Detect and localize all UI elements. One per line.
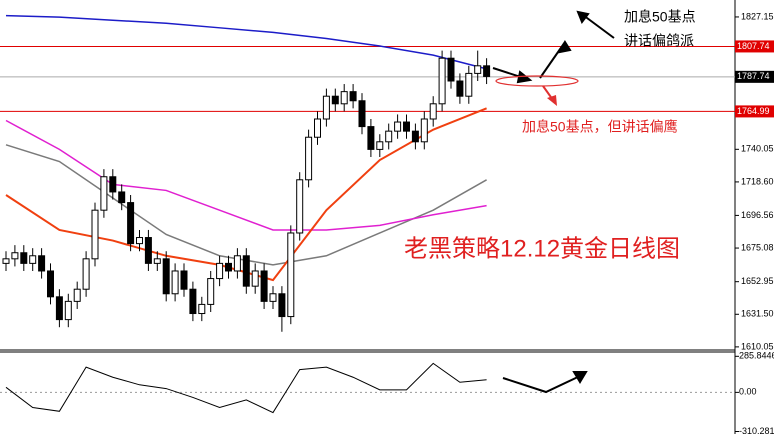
y-tick-label: 285.8446 (739, 351, 774, 361)
y-tick-label: 1827.15 (741, 11, 774, 21)
candle-body (314, 118, 321, 138)
chart-title: 老黑策略12.12黄金日线图 (404, 235, 680, 262)
candle-body (47, 270, 54, 298)
arrow (539, 41, 566, 79)
candle-body (474, 65, 482, 74)
candle-body (171, 270, 179, 295)
y-tick-label: 0.00 (739, 387, 757, 397)
candle-body (287, 232, 295, 318)
candle-body (233, 255, 241, 272)
candle-body (438, 57, 446, 105)
candle-body (2, 258, 10, 264)
candle-body (260, 270, 268, 302)
candle-body (367, 126, 375, 150)
candle-body (11, 252, 19, 260)
candle-body (447, 57, 455, 82)
y-tick-label: -310.281 (739, 426, 774, 434)
level-label: 1787.74 (737, 71, 770, 81)
candle-body (403, 121, 410, 132)
y-tick-label: 1675.08 (741, 242, 774, 252)
candle-body (198, 303, 206, 315)
candle-body (322, 95, 330, 120)
candle-body (216, 262, 224, 280)
moving-average (5, 119, 487, 231)
indicator-line (5, 362, 487, 414)
arrowhead (576, 10, 590, 25)
candle-body (127, 202, 135, 245)
candle-body (340, 91, 348, 105)
candle-body (100, 176, 108, 211)
highlight-ellipse (495, 75, 579, 87)
candle-body (20, 252, 28, 264)
candle-body (189, 288, 197, 315)
indicator-panel: 285.8446 0.00 -310.281 (0, 351, 774, 434)
candle-body (385, 130, 393, 143)
candle-body (207, 278, 215, 305)
arrow (502, 375, 581, 394)
candle-body (82, 258, 90, 290)
candle-body (136, 237, 143, 245)
candle-body (118, 191, 126, 204)
candle-body (109, 176, 117, 193)
arrows (492, 10, 615, 394)
moving-average (5, 14, 487, 70)
level-label: 1807.74 (737, 41, 770, 51)
candle-body (162, 258, 170, 295)
candle-body (55, 296, 63, 321)
y-tick-label: 1631.50 (741, 309, 774, 319)
y-tick-label: 1718.60 (741, 176, 774, 186)
candle-body (242, 255, 250, 287)
arrowhead (547, 95, 557, 106)
arrowhead (558, 39, 572, 54)
candle-body (73, 288, 81, 302)
candle-body (296, 179, 304, 234)
candle-body (180, 270, 188, 290)
candle-body (411, 130, 419, 143)
y-tick-label: 1740.05 (741, 144, 774, 154)
candle-body (420, 118, 428, 143)
level-box (735, 70, 774, 83)
arrowhead (572, 371, 588, 384)
candle-body (358, 100, 366, 128)
candle-body (331, 95, 339, 105)
level-box (735, 105, 774, 118)
price-panel: 1827.15 1740.05 1718.60 1696.56 1675.08 1652.… (0, 11, 774, 351)
candle-body (429, 103, 437, 120)
candle-body (251, 270, 259, 287)
candle-body (483, 65, 491, 77)
y-tick-label: 1652.95 (741, 276, 774, 286)
level-box (735, 40, 774, 53)
candle-body (29, 255, 37, 264)
candle-body (456, 80, 464, 97)
candle-body (225, 262, 232, 272)
candle-body (465, 72, 473, 97)
candle-body (394, 121, 402, 132)
candle-body (376, 141, 384, 150)
candle-body (38, 255, 46, 272)
candle-body (64, 300, 72, 321)
annotation: 加息50基点，但讲话偏鹰 (522, 119, 678, 135)
annotation: 讲话偏鸽派 (624, 33, 694, 49)
y-tick-label: 1696.56 (741, 210, 774, 220)
candle-body (269, 293, 277, 302)
level-label: 1764.99 (737, 106, 770, 116)
annotation: 加息50基点 (624, 9, 696, 25)
y-tick-label: 1610.05 (741, 341, 774, 351)
candle-body (305, 136, 313, 181)
candle-body (91, 209, 99, 260)
candle-body (278, 293, 286, 318)
arrow (582, 14, 615, 39)
candle-body (153, 258, 161, 264)
candle-body (349, 91, 357, 102)
candle-body (144, 237, 152, 264)
